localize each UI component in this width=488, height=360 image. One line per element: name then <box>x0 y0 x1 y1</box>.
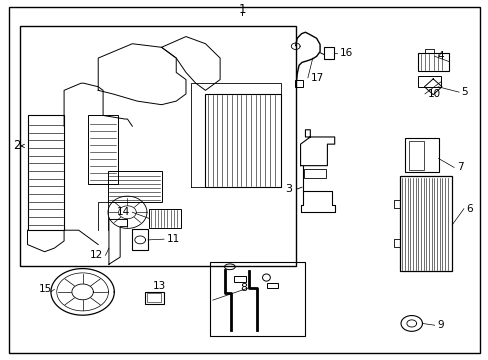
Text: 7: 7 <box>456 162 462 172</box>
Text: 2: 2 <box>13 139 20 152</box>
Bar <box>27 116 64 230</box>
Bar <box>424 49 433 53</box>
Bar <box>147 293 160 302</box>
Text: 15: 15 <box>39 284 52 294</box>
Bar <box>417 53 448 71</box>
Text: 4: 4 <box>436 51 443 61</box>
Bar <box>295 80 303 87</box>
Text: 3: 3 <box>285 184 292 194</box>
Bar <box>20 26 295 266</box>
Bar <box>233 276 246 282</box>
Bar <box>405 138 438 172</box>
Text: 17: 17 <box>310 73 323 83</box>
Text: 8: 8 <box>239 283 246 293</box>
Bar <box>205 94 281 187</box>
Text: 14: 14 <box>117 207 130 217</box>
Bar <box>304 169 325 178</box>
Text: 12: 12 <box>90 250 103 260</box>
Bar <box>149 209 181 228</box>
Text: 5: 5 <box>461 87 467 97</box>
Text: 11: 11 <box>166 234 180 244</box>
Text: 16: 16 <box>339 48 352 58</box>
Bar <box>88 116 118 184</box>
Text: 9: 9 <box>436 320 443 330</box>
Bar <box>210 262 305 336</box>
Bar <box>132 229 148 250</box>
Text: 1: 1 <box>238 3 245 16</box>
Text: 10: 10 <box>427 89 440 99</box>
Bar <box>408 140 423 170</box>
Bar <box>267 283 278 288</box>
Text: 13: 13 <box>152 281 165 291</box>
Text: 6: 6 <box>466 204 472 214</box>
Bar <box>108 171 161 202</box>
Bar <box>145 292 163 304</box>
Bar <box>417 76 440 87</box>
Bar <box>324 47 333 59</box>
Bar <box>399 176 451 271</box>
